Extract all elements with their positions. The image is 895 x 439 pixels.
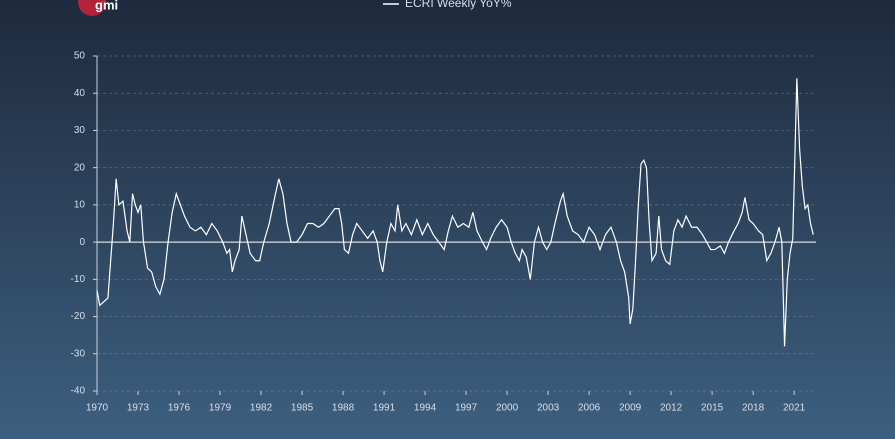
y-tick-label: -20	[71, 311, 86, 322]
y-tick-label: 40	[74, 88, 86, 99]
x-tick-label: 2003	[537, 403, 560, 414]
y-tick-label: -40	[71, 386, 86, 397]
x-tick-label: 2009	[619, 403, 642, 414]
x-tick-label: 1982	[250, 403, 273, 414]
x-tick-label: 1985	[291, 403, 314, 414]
x-tick-label: 1991	[373, 403, 396, 414]
logo: gmi	[95, 0, 118, 12]
data-line	[96, 78, 814, 347]
logo-mark	[78, 0, 106, 16]
y-tick-label: 20	[74, 162, 86, 173]
x-tick-label: 2012	[660, 403, 683, 414]
x-tick-label: 2000	[496, 403, 519, 414]
legend-label: ECRI Weekly YoY%	[405, 0, 512, 10]
x-tick-label: 1997	[455, 403, 478, 414]
y-tick-label: 30	[74, 125, 86, 136]
x-tick-label: 1973	[127, 403, 150, 414]
x-tick-label: 1976	[168, 403, 191, 414]
y-tick-label: 50	[74, 51, 86, 62]
x-tick-label: 1979	[209, 403, 232, 414]
x-tick-label: 1994	[414, 403, 437, 414]
y-tick-label: -10	[71, 274, 86, 285]
x-tick-label: 1970	[86, 403, 109, 414]
x-tick-label: 2021	[783, 403, 806, 414]
y-tick-label: 0	[79, 237, 85, 248]
y-tick-label: -30	[71, 348, 86, 359]
x-tick-label: 2018	[742, 403, 765, 414]
x-tick-label: 1988	[332, 403, 355, 414]
y-tick-label: 10	[74, 200, 86, 211]
x-tick-label: 2006	[578, 403, 601, 414]
x-tick-label: 2015	[701, 403, 724, 414]
